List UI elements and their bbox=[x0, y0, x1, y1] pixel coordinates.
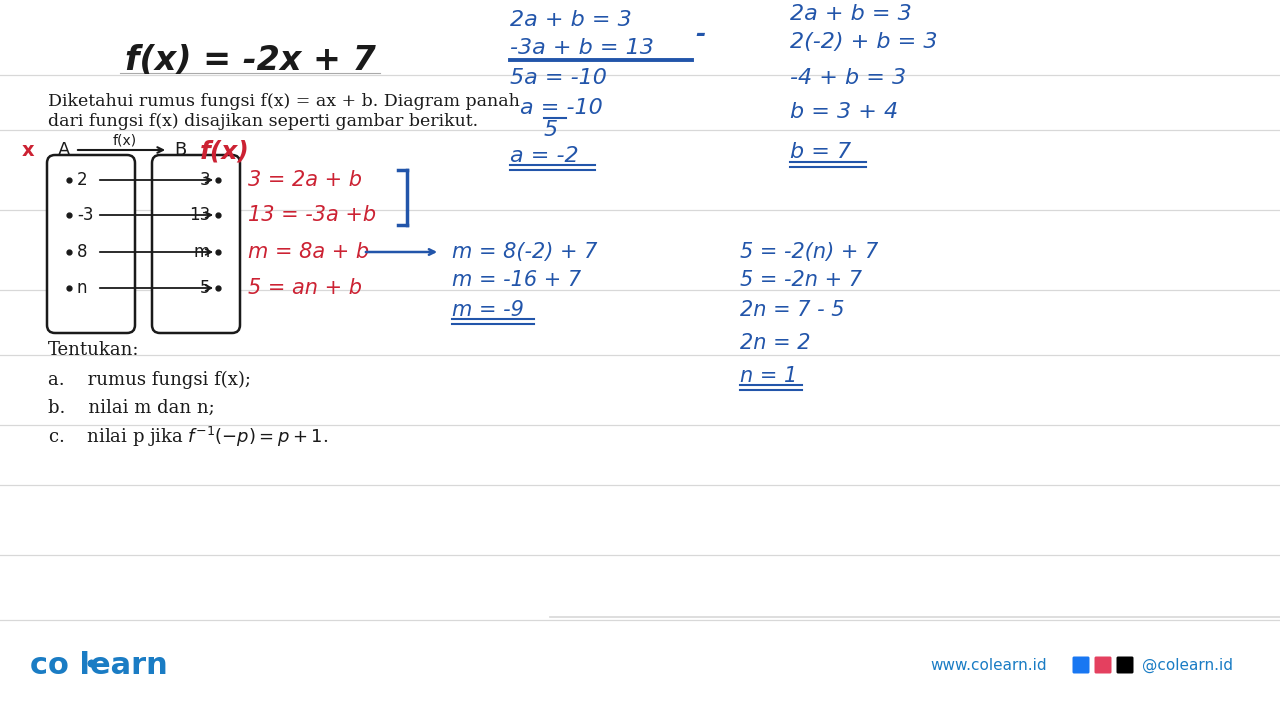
Text: b.    nilai m dan n;: b. nilai m dan n; bbox=[49, 399, 215, 417]
Text: 5a = -10: 5a = -10 bbox=[509, 68, 607, 88]
FancyBboxPatch shape bbox=[1094, 657, 1111, 673]
Text: dari fungsi f(x) disajikan seperti gambar berikut.: dari fungsi f(x) disajikan seperti gamba… bbox=[49, 114, 479, 130]
Text: m: m bbox=[193, 243, 210, 261]
Text: 2(-2) + b = 3: 2(-2) + b = 3 bbox=[790, 32, 937, 52]
FancyBboxPatch shape bbox=[1116, 657, 1134, 673]
Text: 5 = -2n + 7: 5 = -2n + 7 bbox=[740, 270, 861, 290]
Text: 5 = -2(n) + 7: 5 = -2(n) + 7 bbox=[740, 242, 878, 262]
Text: m = 8(-2) + 7: m = 8(-2) + 7 bbox=[452, 242, 598, 262]
Text: f(x): f(x) bbox=[113, 133, 137, 147]
Text: www.colearn.id: www.colearn.id bbox=[931, 657, 1047, 672]
Text: f(x): f(x) bbox=[200, 140, 250, 164]
Text: 2n = 7 - 5: 2n = 7 - 5 bbox=[740, 300, 845, 320]
Text: co learn: co learn bbox=[29, 650, 168, 680]
Text: -3a + b = 13: -3a + b = 13 bbox=[509, 38, 654, 58]
Text: 2: 2 bbox=[77, 171, 87, 189]
Text: m = -9: m = -9 bbox=[452, 300, 524, 320]
Text: Diketahui rumus fungsi f(x) = ax + b. Diagram panah: Diketahui rumus fungsi f(x) = ax + b. Di… bbox=[49, 94, 520, 110]
Text: m = -16 + 7: m = -16 + 7 bbox=[452, 270, 581, 290]
Text: b = 7: b = 7 bbox=[790, 142, 851, 162]
Text: c.    nilai p jika $f^{-1}(-p) = p + 1$.: c. nilai p jika $f^{-1}(-p) = p + 1$. bbox=[49, 425, 329, 449]
Text: 13 = -3a +b: 13 = -3a +b bbox=[248, 205, 376, 225]
Text: B: B bbox=[174, 141, 187, 159]
Text: 2a + b = 3: 2a + b = 3 bbox=[509, 10, 632, 30]
Text: n = 1: n = 1 bbox=[740, 366, 797, 386]
Text: 8: 8 bbox=[77, 243, 87, 261]
Text: -3: -3 bbox=[77, 206, 93, 224]
Text: n: n bbox=[77, 279, 87, 297]
Text: a.    rumus fungsi f(x);: a. rumus fungsi f(x); bbox=[49, 371, 251, 389]
Text: 2n = 2: 2n = 2 bbox=[740, 333, 810, 353]
Text: 3 = 2a + b: 3 = 2a + b bbox=[248, 170, 362, 190]
Text: A: A bbox=[58, 141, 70, 159]
Text: a = -2: a = -2 bbox=[509, 146, 579, 166]
Text: 5: 5 bbox=[544, 120, 558, 140]
Text: 5: 5 bbox=[200, 279, 210, 297]
Text: @colearn.id: @colearn.id bbox=[1142, 657, 1233, 672]
Text: 5 = an + b: 5 = an + b bbox=[248, 278, 362, 298]
Text: 2a + b = 3: 2a + b = 3 bbox=[790, 4, 911, 24]
FancyBboxPatch shape bbox=[152, 155, 241, 333]
Text: a = -10: a = -10 bbox=[520, 98, 603, 118]
Text: Tentukan:: Tentukan: bbox=[49, 341, 140, 359]
FancyBboxPatch shape bbox=[1073, 657, 1089, 673]
Text: b = 3 + 4: b = 3 + 4 bbox=[790, 102, 899, 122]
FancyBboxPatch shape bbox=[47, 155, 134, 333]
Text: m = 8a + b: m = 8a + b bbox=[248, 242, 369, 262]
Text: x: x bbox=[22, 140, 35, 160]
Text: f(x) = -2x + 7: f(x) = -2x + 7 bbox=[124, 43, 375, 76]
Text: -: - bbox=[695, 22, 705, 46]
Text: -4 + b = 3: -4 + b = 3 bbox=[790, 68, 906, 88]
Text: 13: 13 bbox=[188, 206, 210, 224]
Text: 3: 3 bbox=[200, 171, 210, 189]
